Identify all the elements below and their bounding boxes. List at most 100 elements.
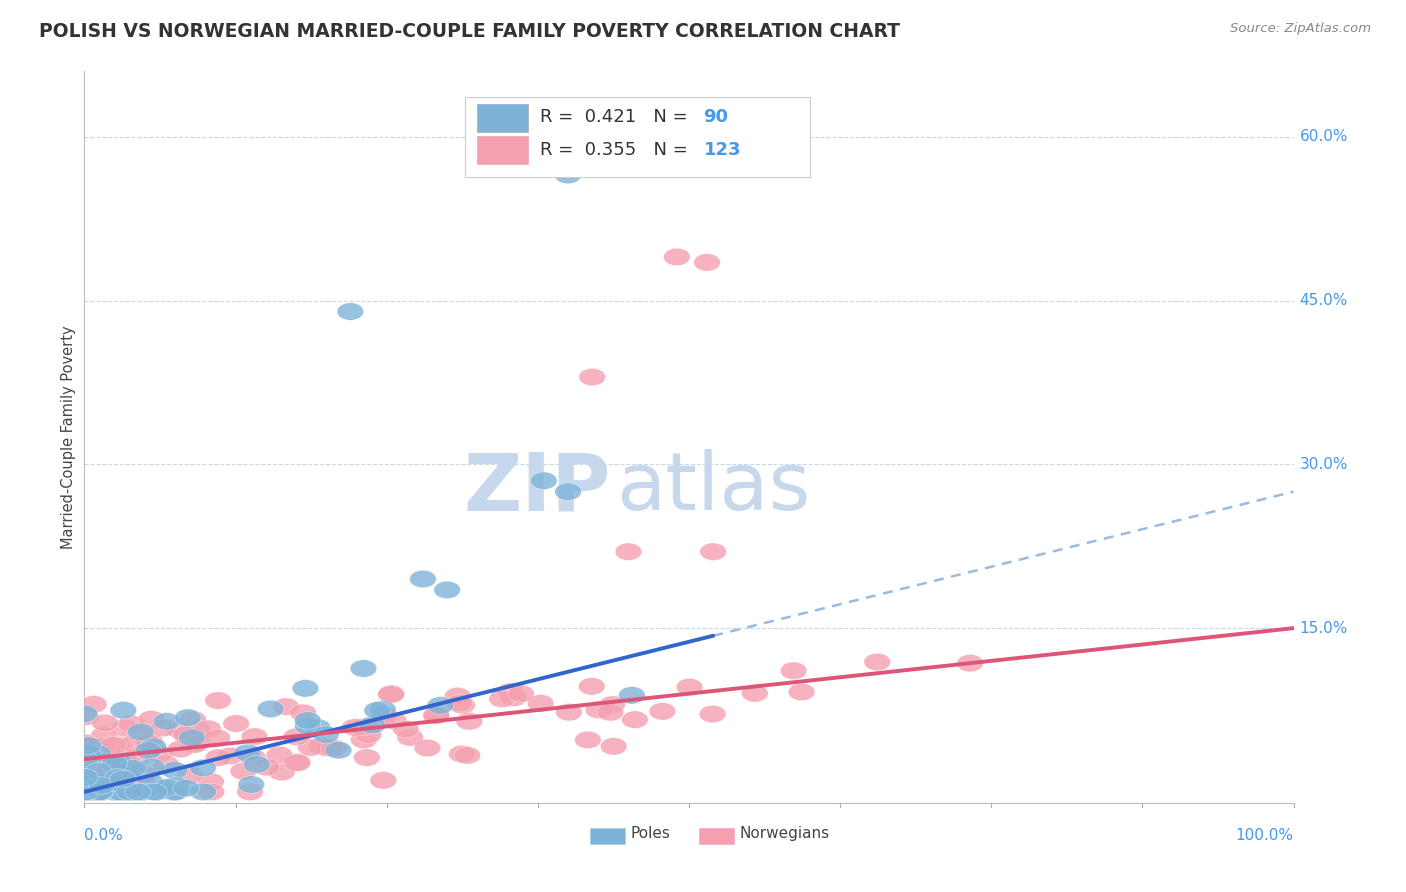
Ellipse shape <box>77 783 104 801</box>
Ellipse shape <box>315 739 342 756</box>
Ellipse shape <box>555 166 581 184</box>
Ellipse shape <box>77 783 104 801</box>
Ellipse shape <box>449 697 475 714</box>
Ellipse shape <box>150 719 177 737</box>
Ellipse shape <box>578 678 605 695</box>
Ellipse shape <box>120 760 146 777</box>
Text: 0.0%: 0.0% <box>84 829 124 844</box>
Ellipse shape <box>353 748 380 766</box>
Ellipse shape <box>181 736 208 753</box>
Ellipse shape <box>135 742 162 759</box>
Ellipse shape <box>103 758 129 775</box>
Text: POLISH VS NORWEGIAN MARRIED-COUPLE FAMILY POVERTY CORRELATION CHART: POLISH VS NORWEGIAN MARRIED-COUPLE FAMIL… <box>39 22 900 41</box>
Ellipse shape <box>138 710 165 728</box>
Ellipse shape <box>84 783 111 801</box>
Ellipse shape <box>141 738 167 756</box>
Ellipse shape <box>103 783 129 801</box>
Ellipse shape <box>96 761 122 779</box>
Ellipse shape <box>183 734 209 751</box>
Ellipse shape <box>80 765 107 783</box>
Ellipse shape <box>239 748 266 766</box>
Ellipse shape <box>350 660 377 677</box>
Ellipse shape <box>956 655 983 672</box>
Ellipse shape <box>370 700 396 718</box>
Ellipse shape <box>134 733 160 751</box>
Ellipse shape <box>84 773 111 791</box>
Ellipse shape <box>179 725 205 743</box>
Ellipse shape <box>266 747 292 764</box>
Ellipse shape <box>273 698 299 715</box>
Ellipse shape <box>138 773 165 791</box>
Ellipse shape <box>124 749 150 767</box>
Ellipse shape <box>359 716 385 734</box>
Ellipse shape <box>73 783 100 801</box>
Ellipse shape <box>101 755 128 772</box>
Ellipse shape <box>86 783 112 801</box>
Ellipse shape <box>125 783 152 801</box>
Ellipse shape <box>780 662 807 680</box>
Ellipse shape <box>741 684 768 702</box>
Text: 45.0%: 45.0% <box>1299 293 1348 308</box>
Ellipse shape <box>107 783 132 801</box>
Ellipse shape <box>621 711 648 729</box>
Ellipse shape <box>378 685 405 702</box>
Ellipse shape <box>73 780 98 798</box>
Ellipse shape <box>72 767 98 784</box>
Ellipse shape <box>190 783 217 801</box>
Ellipse shape <box>427 697 454 714</box>
Ellipse shape <box>198 773 225 790</box>
Ellipse shape <box>342 719 368 736</box>
Ellipse shape <box>325 741 352 759</box>
Ellipse shape <box>115 756 142 772</box>
Ellipse shape <box>195 720 221 738</box>
Ellipse shape <box>177 766 204 784</box>
Ellipse shape <box>409 570 436 588</box>
Ellipse shape <box>131 766 157 783</box>
Ellipse shape <box>86 763 112 780</box>
Ellipse shape <box>364 702 391 719</box>
Ellipse shape <box>449 746 475 763</box>
Ellipse shape <box>257 700 284 718</box>
Ellipse shape <box>111 719 138 737</box>
Ellipse shape <box>75 783 101 801</box>
Ellipse shape <box>231 763 256 780</box>
Ellipse shape <box>446 695 472 712</box>
Text: 30.0%: 30.0% <box>1299 457 1348 472</box>
Ellipse shape <box>600 738 627 755</box>
Ellipse shape <box>555 483 581 500</box>
Ellipse shape <box>87 783 114 801</box>
Ellipse shape <box>530 472 557 490</box>
Ellipse shape <box>80 696 107 713</box>
Ellipse shape <box>308 738 335 755</box>
Ellipse shape <box>413 739 440 756</box>
Ellipse shape <box>693 253 720 271</box>
FancyBboxPatch shape <box>478 104 529 132</box>
Ellipse shape <box>205 749 232 766</box>
Ellipse shape <box>89 783 115 801</box>
Ellipse shape <box>75 737 101 755</box>
Ellipse shape <box>84 745 111 763</box>
Ellipse shape <box>87 752 114 770</box>
Ellipse shape <box>392 721 419 738</box>
Ellipse shape <box>94 773 121 790</box>
Ellipse shape <box>138 758 165 776</box>
Ellipse shape <box>290 704 316 722</box>
Ellipse shape <box>283 728 309 746</box>
Ellipse shape <box>501 690 527 706</box>
Ellipse shape <box>111 783 138 801</box>
Ellipse shape <box>555 704 582 721</box>
Ellipse shape <box>72 734 98 752</box>
Ellipse shape <box>284 754 311 772</box>
Ellipse shape <box>173 780 200 797</box>
Ellipse shape <box>381 712 408 730</box>
Ellipse shape <box>174 709 201 726</box>
Text: R =  0.355   N =: R = 0.355 N = <box>540 141 693 160</box>
Ellipse shape <box>434 582 460 599</box>
Ellipse shape <box>298 739 325 756</box>
Ellipse shape <box>198 783 225 801</box>
Ellipse shape <box>700 543 727 560</box>
Ellipse shape <box>243 756 270 773</box>
Ellipse shape <box>111 749 138 767</box>
Ellipse shape <box>115 783 142 801</box>
Ellipse shape <box>238 776 264 793</box>
